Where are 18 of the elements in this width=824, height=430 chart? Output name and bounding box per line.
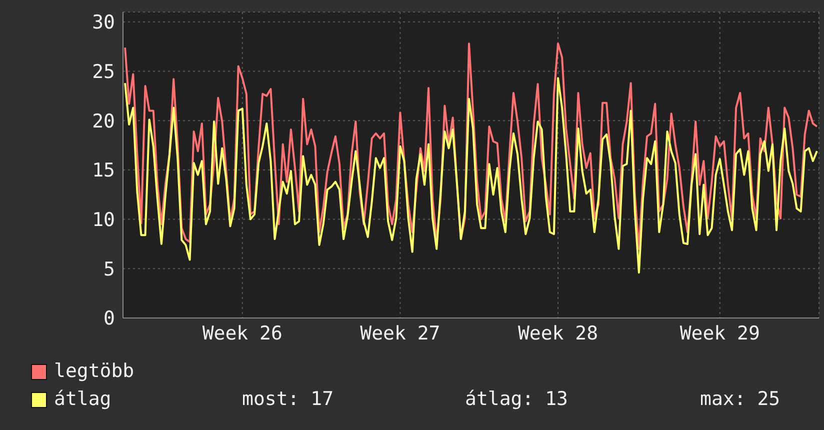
- y-tick-label: 5: [104, 258, 115, 280]
- text: átlag: 13: [465, 388, 568, 410]
- x-tick-label: Week 26: [202, 322, 282, 344]
- legend-label: legtöbb: [54, 360, 134, 382]
- y-tick-label: 10: [92, 209, 115, 232]
- line-series: [124, 42, 818, 250]
- text: max: 25: [700, 388, 780, 410]
- line-series: [124, 77, 818, 274]
- y-tick-label: 15: [92, 160, 115, 182]
- x-tick-label: Week 29: [680, 322, 760, 344]
- y-tick-label: 0: [104, 308, 115, 330]
- legend-label: átlag: [54, 388, 112, 410]
- x-tick-label: Week 27: [360, 322, 440, 344]
- x-tick-label: Week 28: [518, 322, 598, 344]
- text: most: 17: [242, 388, 334, 410]
- y-tick-label: 30: [92, 12, 115, 34]
- y-tick-label: 25: [92, 60, 115, 83]
- y-tick-label: 20: [92, 110, 115, 132]
